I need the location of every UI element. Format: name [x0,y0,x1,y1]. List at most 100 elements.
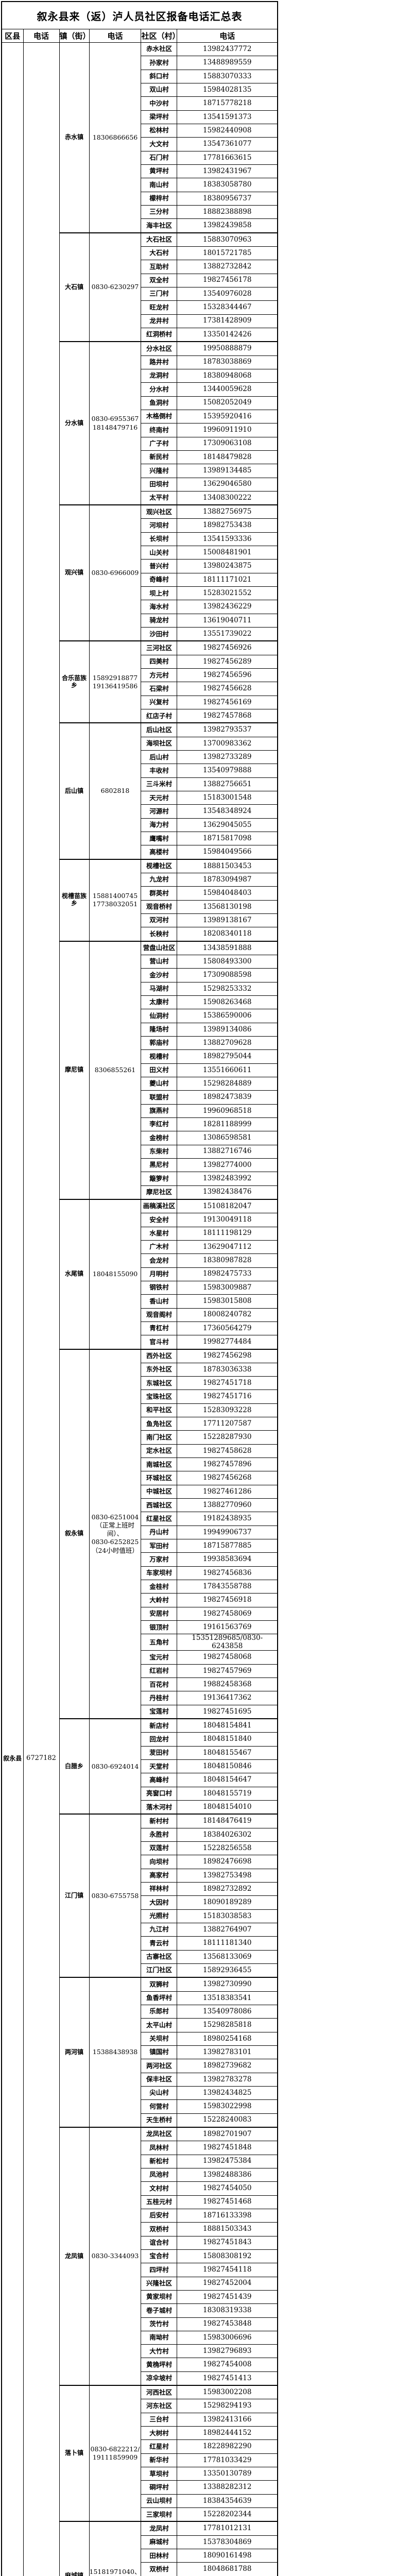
village-phone-cell: 18980254168 [177,2031,278,2046]
village-phone-cell: 18882388898 [177,205,278,219]
table-row: 分水村 13440059628 [2,382,278,397]
village-phone-cell: 19827461286 [177,1484,278,1499]
town-phone-cell: 18306866656 [89,42,142,233]
village-phone-cell: 17781012131 [177,2521,278,2536]
village-phone-cell: 13982483992 [177,1172,278,1186]
village-phone-cell: 19130049118 [177,1213,278,1227]
table-row: 大竹村 13982796893 [2,2344,278,2359]
village-phone-cell: 18881503343 [177,2222,278,2236]
village-name-cell: 回龙村 [141,1732,178,1747]
village-phone-cell: 19827457896 [177,1458,278,1472]
village-phone-cell: 18048155467 [177,1745,278,1760]
table-row: 太平村 13408300222 [2,490,278,505]
table-row: 高楼村 15984049566 [2,845,278,860]
village-phone-cell: 19827456268 [177,1471,278,1485]
village-name-cell: 祥林村 [141,1882,178,1896]
village-name-cell: 麻城村 [141,2535,178,2550]
village-name-cell: 大竹村 [141,2344,178,2359]
table-row: 后山镇 6802818 后山社区 13982793537 [2,722,278,860]
village-name-cell: 三斗米村 [141,777,178,792]
village-phone-cell: 18090161498 [177,2549,278,2563]
village-phone-cell: 13982439858 [177,218,278,233]
table-row: 祥林村 18982732892 [2,1882,278,1896]
village-name-cell: 镇国村 [141,2045,178,2060]
table-row: 三分村 18882388898 [2,205,278,219]
village-phone-cell: 19827454118 [177,2263,278,2277]
table-row: 枧槽苗族乡 15881400745 17738032051 枧槽社区 18881503… [2,858,278,942]
table-row: 奇峰村 18111171021 [2,572,278,587]
village-phone-cell: 18048151840 [177,1732,278,1747]
village-name-cell: 木格倒村 [141,409,178,424]
village-name-cell: 海力村 [141,818,178,833]
table-body: 叙永县 6727182 赤水镇 18306866656 赤水社区 13982437772 孙… [1,42,278,2576]
table-row: 银顶村 19161563769 [2,1620,278,1635]
village-phone-cell: 19827456169 [177,695,278,710]
village-phone-cell: 15108182047 [177,1198,278,1214]
village-phone-cell: 19827454008 [177,2358,278,2372]
table-row: 路井村 18783038869 [2,355,278,369]
table-row: 观音阁村 18008240782 [2,1308,278,1322]
table-row: 金桂村 17843558788 [2,1580,278,1594]
town-name-cell: 摩尼镇 [59,940,90,1200]
table-row: 硐坪村 13388282312 [2,2480,278,2495]
village-name-cell: 石门村 [141,150,178,165]
village-phone-cell: 19827456178 [177,273,278,287]
table-row: 新华村 17781033429 [2,2453,278,2468]
village-name-cell: 百花村 [141,1677,178,1692]
town-name-cell: 水尾镇 [59,1198,90,1349]
village-name-cell: 东柴村 [141,1144,178,1159]
village-phone-cell: 18383058780 [177,178,278,192]
table-row: 金榜村 13086598581 [2,1131,278,1145]
village-phone-cell: 18048154647 [177,1773,278,1787]
village-phone-cell: 13980243875 [177,559,278,573]
village-phone-cell: 18090189289 [177,1895,278,1910]
village-name-cell: 两河社区 [141,2059,178,2073]
table-row: 兴复村 19827456169 [2,695,278,710]
table-row: 环城社区 19827456268 [2,1471,278,1485]
table-row: 丰收村 13540979888 [2,764,278,778]
table-row: 双桥村 18048681788 [2,2562,278,2576]
village-name-cell: 南坳村 [141,2330,178,2345]
table-row: 丹山村 19949906737 [2,1525,278,1540]
village-name-cell: 龙凤村 [141,2521,178,2536]
table-row: 西城社区 13882770960 [2,1498,278,1513]
table-row: 大岭村 19827456918 [2,1593,278,1607]
village-phone-cell: 18715877885 [177,1539,278,1553]
village-name-cell: 兴复村 [141,695,178,710]
village-phone-cell: 13882756651 [177,777,278,792]
table-row: 普兴村 13980243875 [2,559,278,573]
report-table: 叙永县来（返）泸人员社区报备电话汇总表 区县 电话 镇（街） 电话 社区（村） … [1,1,278,2576]
town-phone-cell: 0830-6230297 [89,232,142,342]
village-phone-cell: 13547361077 [177,137,278,151]
village-name-cell: 和平社区 [141,1403,178,1418]
village-phone-cell: 15082052049 [177,396,278,410]
village-phone-cell: 19827456926 [177,640,278,655]
village-phone-cell: 18982739682 [177,2059,278,2073]
village-name-cell: 新店村 [141,1718,178,1733]
village-phone-cell: 15984028135 [177,82,278,97]
table-row: 鱼凫社区 17711207587 [2,1417,278,1431]
table-row: 南城社区 19827457896 [2,1458,278,1472]
table-row: 海坝社区 13700983362 [2,736,278,751]
town-name-cell: 白腊乡 [59,1718,90,1815]
village-phone-cell: 15228202344 [177,2507,278,2522]
table-row: 何营村 15983022998 [2,2099,278,2114]
table-row: 鱼洞村 15082052049 [2,396,278,410]
village-phone-cell: 18148479828 [177,450,278,465]
table-row: 广子村 17309063108 [2,436,278,451]
village-phone-cell: 13551739022 [177,627,278,641]
town-name-cell: 枧槽苗族乡 [59,858,90,942]
table-row: 回龙村 18048151840 [2,1732,278,1747]
village-phone-cell: 13388282312 [177,2480,278,2495]
town-name-cell: 后山镇 [59,722,90,860]
village-name-cell: 河源村 [141,804,178,819]
table-row: 云山坝村 18384354639 [2,2494,278,2509]
village-name-cell: 谊合村 [141,2235,178,2250]
village-name-cell: 黑尼村 [141,1158,178,1173]
village-name-cell: 分水社区 [141,341,178,356]
village-phone-cell: 13408300222 [177,490,278,505]
table-row: 后安村 18716133398 [2,2208,278,2223]
village-name-cell: 钢铁村 [141,1280,178,1295]
town-phone-cell: 18048155090 [89,1198,142,1349]
village-name-cell: 五角村 [141,1634,178,1651]
